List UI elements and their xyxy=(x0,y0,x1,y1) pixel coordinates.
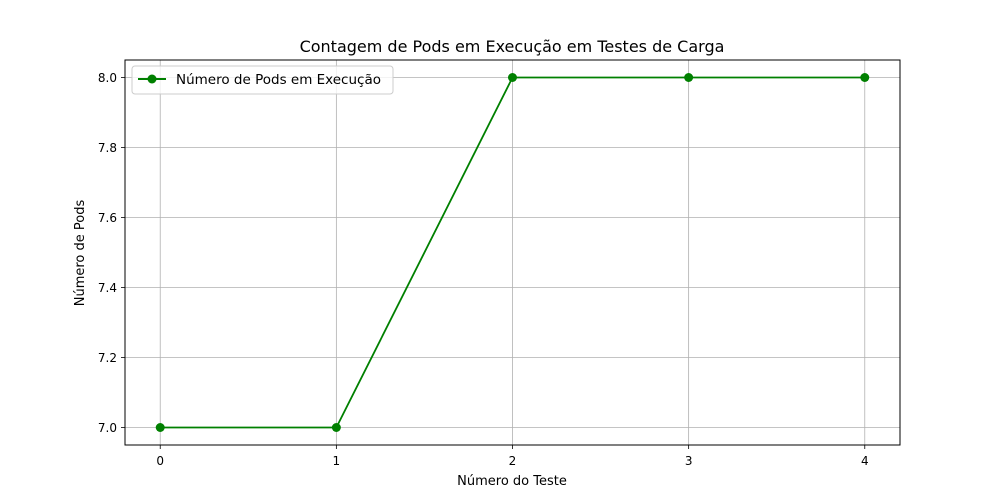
data-point xyxy=(860,73,870,82)
x-axis-label: Número do Teste xyxy=(457,474,567,489)
x-tick-label: 4 xyxy=(861,454,869,468)
legend: Número de Pods em Execução xyxy=(131,65,394,95)
data-point xyxy=(331,423,341,432)
y-tick-label: 7.6 xyxy=(98,211,117,225)
data-point xyxy=(684,73,694,82)
legend-label: Número de Pods em Execução xyxy=(176,72,381,88)
y-tick-label: 7.8 xyxy=(98,141,117,155)
y-tick-label: 7.2 xyxy=(98,351,117,365)
x-tick-label: 3 xyxy=(685,454,693,468)
y-tick-label: 7.0 xyxy=(98,421,117,435)
grid xyxy=(125,60,900,445)
data-point xyxy=(155,423,165,432)
ticks: 0 1 2 3 4 7.0 7.2 7.4 7.6 7.8 8.0 xyxy=(98,71,869,468)
x-tick-label: 1 xyxy=(333,454,341,468)
legend-marker-swatch xyxy=(147,74,157,84)
y-tick-label: 8.0 xyxy=(98,71,117,85)
chart-title: Contagem de Pods em Execução em Testes d… xyxy=(300,37,725,56)
data-point xyxy=(508,73,517,82)
y-axis-label: Número de Pods xyxy=(73,200,88,307)
series-layer xyxy=(155,73,870,432)
legend-box xyxy=(131,65,394,95)
x-tick-label: 2 xyxy=(509,454,517,468)
y-tick-label: 7.4 xyxy=(98,281,117,295)
x-tick-label: 0 xyxy=(156,454,164,468)
